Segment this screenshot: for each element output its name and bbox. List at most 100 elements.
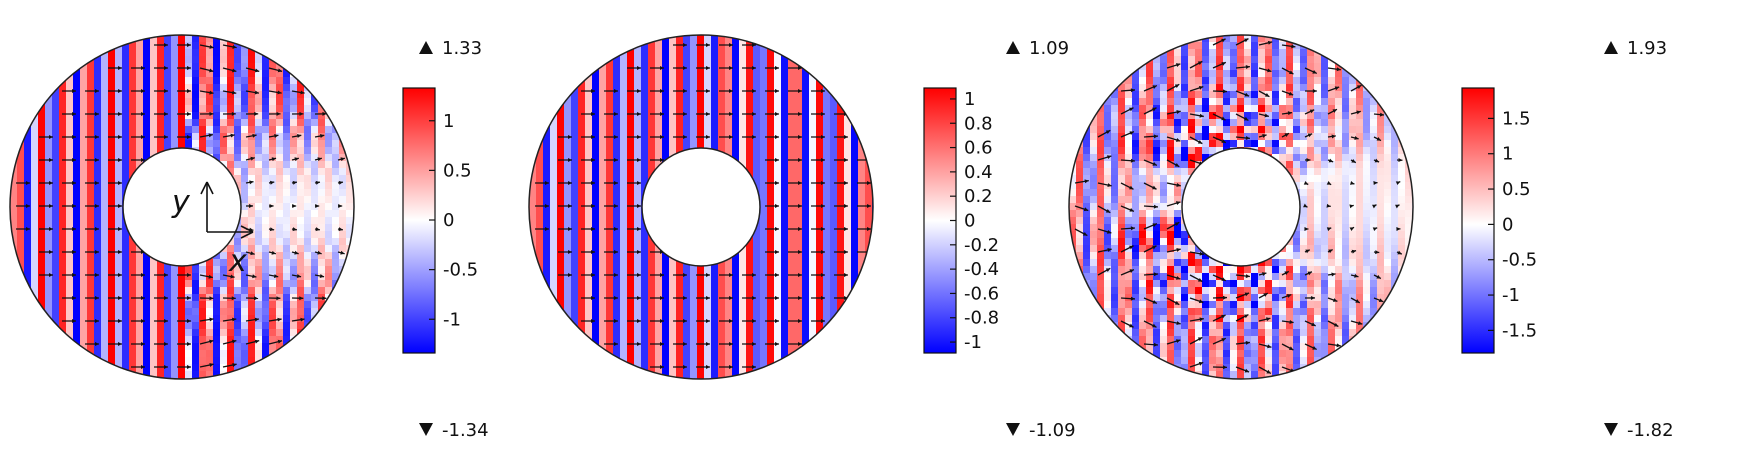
arrowhead-icon	[821, 296, 825, 300]
arrowhead-icon	[164, 365, 168, 369]
arrowhead-icon	[614, 273, 618, 277]
arrowhead-icon	[637, 89, 641, 93]
arrowhead-icon	[252, 274, 257, 279]
arrowhead-icon	[1379, 112, 1385, 117]
arrowhead-icon	[1349, 227, 1355, 232]
arrowhead-icon	[1153, 134, 1158, 139]
arrowhead-icon	[798, 319, 802, 323]
arrowhead-icon	[1309, 109, 1315, 114]
arrowhead-icon	[141, 135, 145, 139]
arrowhead-icon	[118, 204, 122, 208]
arrowhead-icon	[315, 203, 320, 208]
arrowhead-icon	[1305, 249, 1310, 254]
arrowhead-icon	[683, 365, 687, 369]
arrowhead-icon	[1303, 181, 1309, 185]
arrowhead-icon	[276, 296, 281, 301]
y-axis-arrowhead-icon	[200, 181, 214, 195]
panel-3-max-readout: 1.93	[1604, 38, 1667, 59]
arrowhead-icon	[729, 112, 733, 116]
arrowhead-icon	[230, 274, 235, 279]
arrowhead-icon	[340, 250, 345, 255]
arrowhead-icon	[72, 204, 76, 208]
arrowhead-icon	[164, 342, 168, 346]
colorbar-tick-label: 1	[964, 89, 975, 110]
arrowhead-icon	[706, 273, 710, 277]
arrowhead-icon	[545, 227, 549, 231]
arrowhead-icon	[1311, 322, 1316, 327]
arrowhead-icon	[72, 112, 76, 116]
arrowhead-icon	[1221, 338, 1226, 342]
panel-2-max-label: 1.09	[1029, 38, 1069, 59]
arrowhead-icon	[867, 204, 871, 208]
colorbar-tick-label: 0.4	[964, 162, 993, 183]
arrowhead-icon	[1284, 271, 1289, 276]
arrowhead-icon	[26, 204, 30, 208]
arrowhead-icon	[568, 204, 572, 208]
triangle-down-icon	[419, 423, 433, 436]
arrowhead-icon	[319, 274, 325, 278]
arrowhead-icon	[729, 89, 733, 93]
arrowhead-icon	[208, 133, 213, 138]
arrowhead-icon	[614, 112, 618, 116]
arrowhead-icon	[277, 339, 283, 344]
arrowhead-icon	[683, 43, 687, 47]
colorbar-tick-label: -1	[964, 332, 982, 353]
arrowhead-icon	[752, 365, 756, 369]
panel-1-arrows	[16, 43, 346, 369]
arrowhead-icon	[1263, 293, 1268, 297]
arrowhead-icon	[660, 158, 664, 162]
y-axis-label: y	[171, 185, 191, 220]
arrowhead-icon	[1331, 134, 1336, 139]
arrowhead-icon	[231, 296, 236, 301]
panel-2-colorbar: 1 0.8 0.6 0.4 0.2 0 -0.2 -0.4 -0.6 -0.8 -1	[923, 87, 999, 354]
arrowhead-icon	[752, 273, 756, 277]
arrowhead-icon	[95, 89, 99, 93]
arrowhead-icon	[187, 296, 191, 300]
arrowhead-icon	[614, 296, 618, 300]
arrowhead-icon	[1291, 44, 1296, 49]
arrowhead-icon	[614, 250, 618, 254]
triangle-up-icon	[419, 41, 433, 54]
arrowhead-icon	[315, 227, 320, 232]
panel-3-min-readout: -1.82	[1604, 420, 1674, 441]
arrowhead-icon	[637, 250, 641, 254]
arrowhead-icon	[1197, 277, 1203, 282]
arrowhead-icon	[591, 135, 595, 139]
colorbar-tick-label: -0.5	[1502, 250, 1537, 271]
arrowhead-icon	[1373, 181, 1378, 186]
arrowhead-icon	[729, 342, 733, 346]
arrowhead-icon	[545, 204, 549, 208]
arrowhead-icon	[1221, 62, 1226, 66]
colorbar-tick-label: -1	[443, 309, 461, 330]
arrowhead-icon	[752, 135, 756, 139]
panel-2-outer-boundary	[528, 34, 874, 380]
triangle-up-icon	[1006, 41, 1020, 54]
arrowhead-icon	[798, 250, 802, 254]
arrowhead-icon	[844, 227, 848, 231]
panel-3-min-label: -1.82	[1627, 420, 1674, 441]
arrowhead-icon	[72, 273, 76, 277]
arrowhead-icon	[1152, 107, 1157, 112]
arrowhead-icon	[317, 157, 322, 162]
panel-2: 1 0.8 0.6 0.4 0.2 0 -0.2 -0.4 -0.6 -0.8 -1 1.09 -1…	[528, 34, 1076, 441]
colorbar-tick-label: 0.6	[964, 138, 993, 159]
arrowhead-icon	[1245, 340, 1250, 345]
arrowhead-icon	[1396, 227, 1401, 232]
arrowhead-icon	[1356, 85, 1362, 89]
arrowhead-icon	[1175, 275, 1181, 280]
arrowhead-icon	[637, 273, 641, 277]
panel-1-max-readout: 1.33	[419, 38, 482, 59]
arrowhead-icon	[568, 158, 572, 162]
arrowhead-icon	[614, 319, 618, 323]
arrowhead-icon	[614, 342, 618, 346]
arrowhead-icon	[319, 134, 325, 138]
arrowhead-icon	[95, 135, 99, 139]
arrowhead-icon	[1198, 85, 1204, 90]
arrowhead-icon	[187, 319, 191, 323]
arrowhead-icon	[1176, 110, 1181, 114]
panel-2-arrows	[535, 43, 871, 369]
arrowhead-icon	[683, 296, 687, 300]
arrowhead-icon	[300, 317, 305, 322]
arrowhead-icon	[614, 135, 618, 139]
arrowhead-icon	[254, 90, 259, 95]
